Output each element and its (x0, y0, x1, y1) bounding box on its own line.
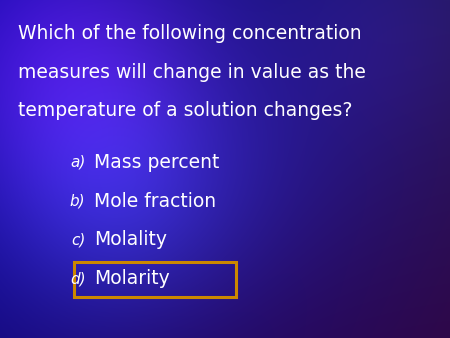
Text: Molarity: Molarity (94, 269, 170, 288)
Text: Mole fraction: Mole fraction (94, 192, 216, 211)
Text: measures will change in value as the: measures will change in value as the (18, 63, 366, 81)
Text: Mass percent: Mass percent (94, 153, 220, 172)
Text: d): d) (70, 271, 86, 286)
Text: c): c) (71, 233, 86, 247)
Text: Molality: Molality (94, 231, 167, 249)
Text: b): b) (70, 194, 86, 209)
Text: Which of the following concentration: Which of the following concentration (18, 24, 362, 43)
Text: a): a) (70, 155, 86, 170)
Text: temperature of a solution changes?: temperature of a solution changes? (18, 101, 352, 120)
